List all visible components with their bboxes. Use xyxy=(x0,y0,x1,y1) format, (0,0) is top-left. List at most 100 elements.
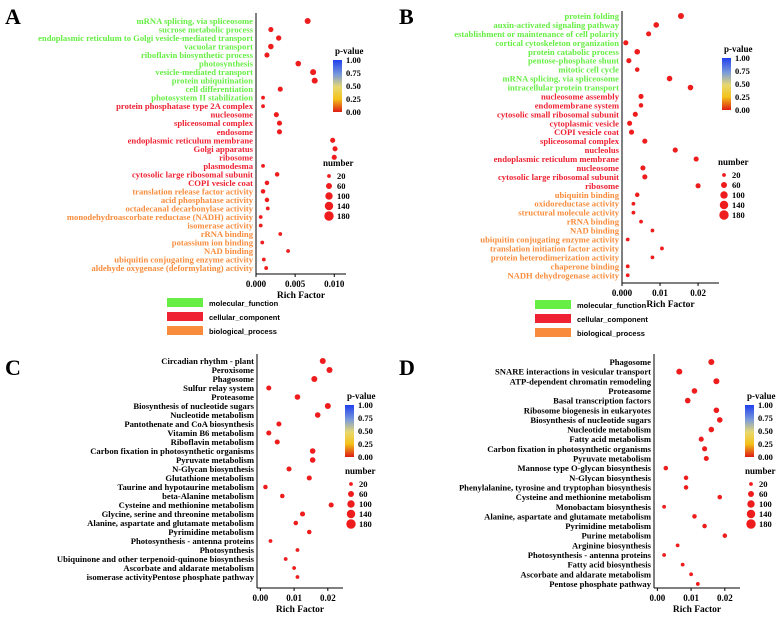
ontology-legend-label: biological_process xyxy=(577,329,645,338)
term-label: Biosynthesis of nucleotide sugars xyxy=(133,401,254,411)
pvalue-tick-label: 0.50 xyxy=(358,426,373,436)
term-label: endomembrane system xyxy=(535,100,620,110)
data-point xyxy=(626,58,632,64)
term-label: cortical cytoskeleton organization xyxy=(495,38,619,48)
number-legend-label: 20 xyxy=(759,479,768,489)
data-point xyxy=(311,77,318,84)
x-tick-label: 0.000 xyxy=(612,288,633,298)
data-point xyxy=(683,485,689,490)
number-legend-title: number xyxy=(745,466,776,476)
data-point xyxy=(639,219,643,224)
number-legend-dot xyxy=(749,482,753,486)
data-point xyxy=(330,137,336,143)
term-label: protein phosphatase type 2A complex xyxy=(116,101,254,111)
number-legend-dot xyxy=(722,173,726,177)
term-label: Purine metabolism xyxy=(582,531,652,541)
x-tick-label: 0.01 xyxy=(652,288,668,298)
pvalue-legend-title: p-value xyxy=(724,44,753,54)
term-label: endosome xyxy=(217,127,253,137)
term-label: ubiquitin conjugating enzyme activity xyxy=(480,235,619,245)
term-label: mRNA splicing, via spliceosome xyxy=(137,16,254,26)
data-point xyxy=(286,466,292,472)
ontology-legend-swatch xyxy=(167,326,203,335)
data-point xyxy=(280,493,285,499)
term-label: Taurine and hypotaurine metabolism xyxy=(118,482,255,492)
term-label: endoplasmic reticulum membrane xyxy=(494,154,620,164)
data-point xyxy=(294,394,301,400)
x-axis-title: Rich Factor xyxy=(673,605,722,615)
number-legend-label: 180 xyxy=(759,519,772,529)
data-point xyxy=(631,210,636,215)
ontology-legend-swatch xyxy=(535,314,571,323)
panel-letter-B: B xyxy=(399,4,414,29)
data-point xyxy=(713,407,720,414)
data-point xyxy=(264,52,270,58)
term-label: chaperone binding xyxy=(551,261,620,271)
pvalue-tick-label: 0.50 xyxy=(758,426,773,436)
number-legend-label: 140 xyxy=(732,200,745,210)
data-point xyxy=(278,232,283,236)
term-label: aldehyde oxygenase (deformylating) activ… xyxy=(91,263,253,273)
data-point xyxy=(683,475,689,481)
number-legend-label: 20 xyxy=(359,479,368,489)
term-label: Ribosome biogenesis in eukaryotes xyxy=(524,405,652,415)
term-label: photosystem II stabilization xyxy=(151,93,253,103)
term-label: Proteasome xyxy=(211,392,254,402)
data-point xyxy=(638,103,644,108)
term-label: Ubiquinone and other terpenoid-quinone b… xyxy=(57,554,255,564)
data-point xyxy=(276,129,283,135)
term-label: nucleosome xyxy=(577,163,620,173)
number-legend-dot xyxy=(719,210,729,220)
data-point xyxy=(716,417,723,423)
data-point xyxy=(304,17,311,25)
number-legend-dot xyxy=(720,191,728,199)
data-point xyxy=(328,502,334,508)
term-label: auxin-activated signaling pathway xyxy=(493,20,619,30)
term-label: acid phosphatase activity xyxy=(161,195,254,205)
ontology-legend-swatch xyxy=(535,328,571,337)
term-label: cytosolic small ribosomal subunit xyxy=(497,109,619,119)
term-label: nucleosome assembly xyxy=(541,91,620,101)
panel-letter-A: A xyxy=(5,4,21,29)
data-point xyxy=(268,539,273,543)
pvalue-tick-label: 1.00 xyxy=(735,53,750,63)
term-label: Phenylalanine, tyrosine and tryptophan b… xyxy=(459,482,652,492)
term-label: Ascorbate and aldarate metabolism xyxy=(123,563,254,573)
data-point xyxy=(631,201,636,206)
term-label: COPI vesicle coat xyxy=(188,178,253,188)
data-point xyxy=(625,237,630,242)
pvalue-tick-label: 0.75 xyxy=(358,413,373,423)
term-label: protein catabolic process xyxy=(528,47,620,57)
term-label: Pentose phosphate pathway xyxy=(549,579,651,589)
data-point xyxy=(307,529,312,535)
pvalue-tick-label: 0.25 xyxy=(358,439,373,449)
pvalue-colorbar xyxy=(345,405,354,457)
term-label: Photosynthesis - antenna proteins xyxy=(131,536,255,546)
term-label: cytoplasmic vesicle xyxy=(550,118,620,128)
number-legend-dot xyxy=(325,192,333,200)
pvalue-tick-label: 1.00 xyxy=(358,400,373,410)
term-label: Fatty acid biosynthesis xyxy=(567,560,651,570)
data-point xyxy=(689,572,693,577)
number-legend-label: 100 xyxy=(759,499,772,509)
term-label: Pyrimidine metabolism xyxy=(565,521,652,531)
data-point xyxy=(310,69,317,76)
term-label: intracellular protein transport xyxy=(508,83,620,93)
data-point xyxy=(292,566,296,570)
data-point xyxy=(264,266,269,270)
data-point xyxy=(634,192,640,198)
data-point xyxy=(634,48,641,55)
data-point xyxy=(634,67,640,72)
term-label: Riboflavin metabolism xyxy=(171,437,255,447)
data-point xyxy=(274,172,280,177)
pvalue-tick-label: 0.25 xyxy=(346,94,361,104)
data-point xyxy=(299,511,306,517)
data-point xyxy=(684,397,691,404)
term-label: Nucleotide metabolism xyxy=(170,410,255,420)
data-point xyxy=(261,257,266,262)
x-tick-label: 0.005 xyxy=(285,279,306,289)
ontology-legend-swatch xyxy=(535,300,571,309)
number-legend-dot xyxy=(747,500,755,508)
number-legend-label: 100 xyxy=(732,190,745,200)
number-legend-dot xyxy=(746,509,756,519)
